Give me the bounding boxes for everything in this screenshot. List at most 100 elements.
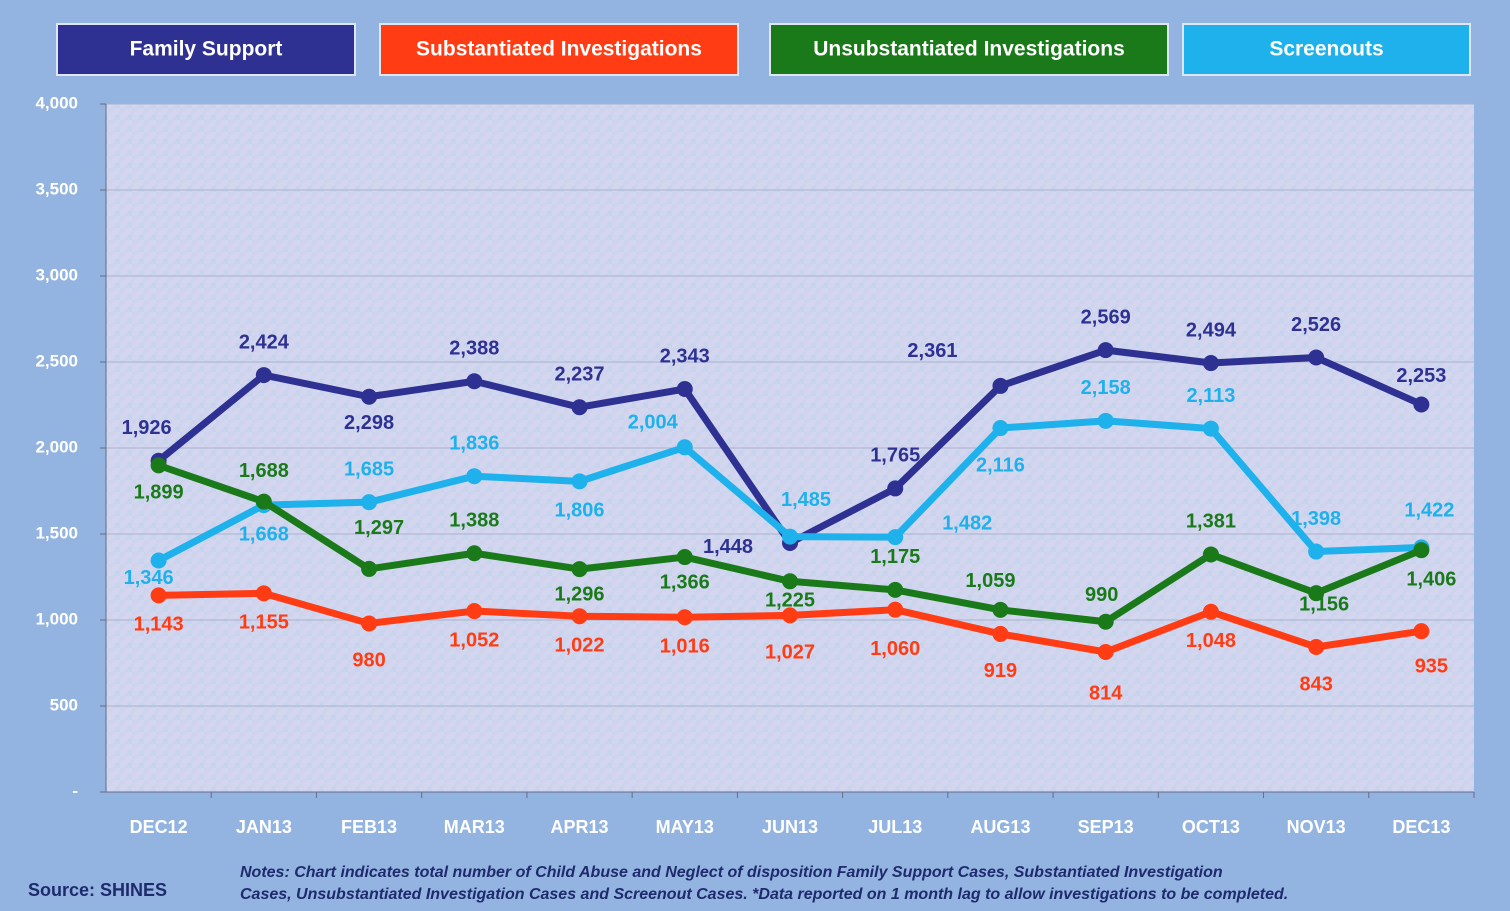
data-point xyxy=(1097,342,1114,359)
data-point xyxy=(361,494,378,511)
note-line: Notes: Chart indicates total number of C… xyxy=(240,864,1223,881)
x-tick-label: FEB13 xyxy=(341,817,397,837)
legend-label: Unsubstantiated Investigations xyxy=(813,38,1125,61)
data-label: 1,060 xyxy=(870,638,920,660)
data-label: 1,406 xyxy=(1406,568,1456,590)
data-point xyxy=(255,367,272,384)
x-tick-label: DEC13 xyxy=(1392,817,1450,837)
data-point xyxy=(1308,349,1325,366)
data-point xyxy=(992,601,1009,618)
data-point xyxy=(887,581,904,598)
data-point xyxy=(1202,420,1219,437)
data-label: 2,298 xyxy=(344,412,394,434)
data-point xyxy=(1202,603,1219,620)
data-point xyxy=(255,585,272,602)
data-point xyxy=(782,528,798,545)
data-label: 1,836 xyxy=(449,432,499,454)
data-label: 1,685 xyxy=(344,458,394,480)
data-label: 2,158 xyxy=(1081,377,1131,399)
y-tick-label: 3,000 xyxy=(35,265,78,284)
y-tick-label: 3,500 xyxy=(35,179,78,198)
data-label: 843 xyxy=(1299,673,1332,695)
data-label: 1,296 xyxy=(555,583,605,605)
data-point xyxy=(1202,355,1219,372)
data-label: 1,175 xyxy=(870,546,920,568)
data-label: 1,388 xyxy=(449,510,499,532)
legend-label: Substantiated Investigations xyxy=(416,38,702,61)
x-tick-label: JUL13 xyxy=(868,817,922,837)
x-tick-label: MAR13 xyxy=(444,817,505,837)
y-tick-label: 4,000 xyxy=(35,93,78,112)
y-tick-label: 500 xyxy=(50,695,78,714)
y-tick-label: - xyxy=(72,781,78,800)
legend-box xyxy=(56,23,356,76)
data-point xyxy=(676,381,693,398)
x-tick-label: DEC12 xyxy=(130,817,188,837)
data-label: 2,253 xyxy=(1396,365,1446,387)
data-label: 814 xyxy=(1089,682,1123,704)
legend-box xyxy=(769,23,1169,76)
y-tick-label: 1,500 xyxy=(35,523,78,542)
legend-box xyxy=(379,23,739,76)
data-point xyxy=(571,399,588,416)
data-point xyxy=(1308,639,1325,656)
data-point xyxy=(676,549,693,566)
data-point xyxy=(150,587,167,604)
data-label: 1,346 xyxy=(124,567,174,589)
data-label: 1,366 xyxy=(660,571,710,593)
data-label: 1,398 xyxy=(1291,508,1341,530)
data-label: 1,485 xyxy=(781,489,831,511)
data-label: 1,143 xyxy=(134,614,184,636)
data-label: 1,448 xyxy=(703,536,753,558)
data-label: 2,424 xyxy=(239,331,290,353)
data-point xyxy=(992,377,1009,394)
data-label: 1,048 xyxy=(1186,630,1236,652)
data-point xyxy=(571,473,588,490)
data-point xyxy=(782,607,798,624)
data-label: 1,806 xyxy=(555,500,605,522)
data-label: 990 xyxy=(1085,584,1118,606)
source: Source: SHINES xyxy=(28,880,167,900)
data-point xyxy=(992,420,1009,437)
data-point xyxy=(255,493,272,510)
data-point xyxy=(676,439,693,456)
data-point xyxy=(1308,585,1325,602)
data-point xyxy=(887,601,904,618)
data-label: 919 xyxy=(984,660,1017,682)
x-tick-label: AUG13 xyxy=(970,817,1030,837)
data-label: 2,116 xyxy=(976,454,1025,476)
data-label: 1,926 xyxy=(122,417,172,439)
data-label: 1,052 xyxy=(449,629,499,651)
data-point xyxy=(1097,643,1114,660)
data-point xyxy=(150,457,167,474)
data-point xyxy=(466,468,483,485)
data-point xyxy=(361,615,378,632)
data-label: 1,027 xyxy=(765,642,815,664)
data-label: 1,422 xyxy=(1404,500,1454,522)
data-label: 2,526 xyxy=(1291,314,1341,336)
data-point xyxy=(1413,396,1430,413)
data-label: 1,156 xyxy=(1299,593,1349,615)
data-label: 1,688 xyxy=(239,460,289,482)
x-tick-label: APR13 xyxy=(551,817,609,837)
data-point xyxy=(992,625,1009,642)
x-tick-label: JUN13 xyxy=(762,817,818,837)
data-label: 1,022 xyxy=(555,634,605,656)
x-tick-label: JAN13 xyxy=(236,817,292,837)
data-label: 2,237 xyxy=(555,364,605,386)
data-point xyxy=(150,552,167,569)
note-line: Cases, Unsubstantiated Investigation Cas… xyxy=(240,886,1288,903)
data-label: 1,225 xyxy=(765,590,815,612)
data-label: 2,113 xyxy=(1186,385,1235,407)
data-label: 1,899 xyxy=(134,482,184,504)
legend-label: Screenouts xyxy=(1269,38,1383,61)
y-tick-label: 2,500 xyxy=(35,351,78,370)
data-point xyxy=(1413,542,1430,559)
data-label: 2,388 xyxy=(449,338,499,360)
data-label: 2,004 xyxy=(628,412,679,434)
legend-label: Family Support xyxy=(130,38,283,61)
data-point xyxy=(887,529,904,546)
data-label: 1,059 xyxy=(965,570,1015,592)
